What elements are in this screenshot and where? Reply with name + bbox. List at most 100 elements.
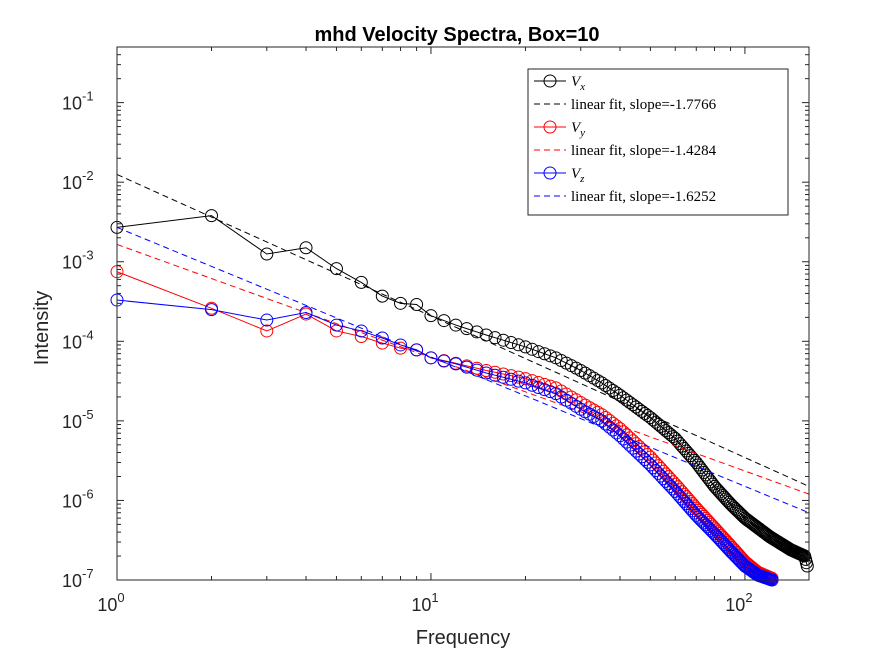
data-point-2-78 [706,525,720,539]
legend-entry-2: Vy [534,120,585,139]
data-point-1-15 [488,365,502,379]
legend-entry-5: linear fit, slope=-1.6252 [534,189,716,205]
data-point-2-20 [525,378,539,392]
y-tick-label-1-base: 10 [62,491,82,511]
data-point-0-40 [616,391,630,405]
data-point-0-17 [504,336,518,350]
data-point-2-10 [437,354,451,368]
legend-label-2: Vy [571,120,585,139]
data-point-2-59 [668,484,682,498]
data-point-2-1 [205,303,219,317]
data-point-0-32 [587,371,601,385]
y-tick-label-5: 10-2 [62,168,94,193]
data-point-0-50 [646,413,660,427]
legend-symbol-4: V [571,166,582,182]
data-point-0-33 [591,374,605,388]
data-point-1-19 [518,372,532,386]
data-point-2-13 [470,363,484,377]
legend-entry-3: linear fit, slope=-1.4284 [534,143,717,159]
y-tick-label-3-base: 10 [62,332,82,352]
data-point-0-58 [666,430,680,444]
legend-symbol-2: V [571,120,582,136]
x-tick-label-2-exponent: 2 [745,590,752,605]
data-point-2-60 [671,487,685,501]
y-tick-label-3: 10-4 [62,327,94,352]
data-point-2-23 [543,385,557,399]
fit-line-2 [116,226,810,514]
legend-subscript-0: x [579,81,585,93]
data-point-2-80 [709,529,723,543]
data-point-0-157 [800,559,814,573]
data-point-0-18 [511,338,525,352]
y-tick-label-1: 10-6 [62,486,94,511]
legend-entry-0: Vx [534,74,585,93]
fit-line-0 [116,174,810,487]
data-point-2-56 [661,477,675,491]
legend-marker-4 [543,166,557,180]
data-point-2-14 [479,366,493,380]
data-point-2-79 [707,527,721,541]
data-point-0-37 [606,384,620,397]
legend-entry-1: linear fit, slope=-1.7766 [534,97,717,113]
data-point-2-81 [711,531,725,545]
y-tick-label-4: 10-3 [62,248,94,273]
data-point-2-74 [699,518,713,532]
y-tick-label-3-exponent: -4 [82,327,94,342]
x-tick-label-0-base: 10 [97,595,117,615]
data-point-0-20 [525,342,539,356]
y-tick-label-5-exponent: -2 [82,168,94,183]
y-tick-label-6-exponent: -1 [82,89,94,104]
plot-border [116,46,810,581]
data-point-2-16 [496,370,510,384]
data-point-0-7 [394,296,408,310]
y-tick-label-6-base: 10 [62,94,82,114]
data-point-0-1 [205,209,219,223]
data-point-0-2 [260,247,274,261]
legend-subscript-2: y [579,127,585,139]
y-tick-label-0: 10-7 [62,566,94,591]
series-layer [110,174,814,587]
data-point-0-13 [470,325,484,339]
legend-marker-0 [543,74,557,88]
data-point-2-77 [704,523,718,537]
data-point-0-61 [673,437,687,451]
data-point-2-61 [673,489,687,503]
data-point-0-21 [531,345,545,359]
data-point-2-75 [701,520,714,534]
y-tick-label-5-base: 10 [62,173,82,193]
legend-label-5: linear fit, slope=-1.6252 [571,189,716,205]
data-point-2-52 [651,466,665,480]
data-point-0-15 [488,331,502,345]
data-point-2-22 [538,383,552,397]
data-point-2-9 [424,351,438,365]
data-point-0-31 [583,369,597,383]
data-point-0-59 [668,432,682,446]
data-point-0-82 [713,485,727,499]
data-point-0-4 [329,262,343,276]
data-point-0-19 [518,340,532,354]
data-point-0-57 [664,428,678,442]
data-point-0-23 [543,349,557,363]
data-point-1-2 [260,324,274,338]
data-point-0-36 [602,381,616,395]
data-point-0-39 [613,388,627,402]
x-tick-label-0-exponent: 0 [117,590,124,605]
data-point-2-2 [260,313,274,327]
data-point-0-9 [424,309,438,323]
data-point-0-10 [437,314,451,328]
data-point-2-6 [375,331,389,345]
data-point-0-22 [538,347,552,361]
data-point-2-17 [504,372,518,386]
data-point-1-7 [394,341,408,355]
data-point-0-14 [479,328,493,342]
data-point-2-5 [354,324,368,338]
x-tick-label-1-base: 10 [411,595,431,615]
y-tick-label-0-exponent: -7 [82,566,94,581]
x-tick-label-1: 101 [411,590,438,615]
data-point-0-3 [299,241,313,255]
data-point-0-8 [410,298,424,312]
series-0 [110,174,814,573]
data-point-2-8 [410,343,424,357]
